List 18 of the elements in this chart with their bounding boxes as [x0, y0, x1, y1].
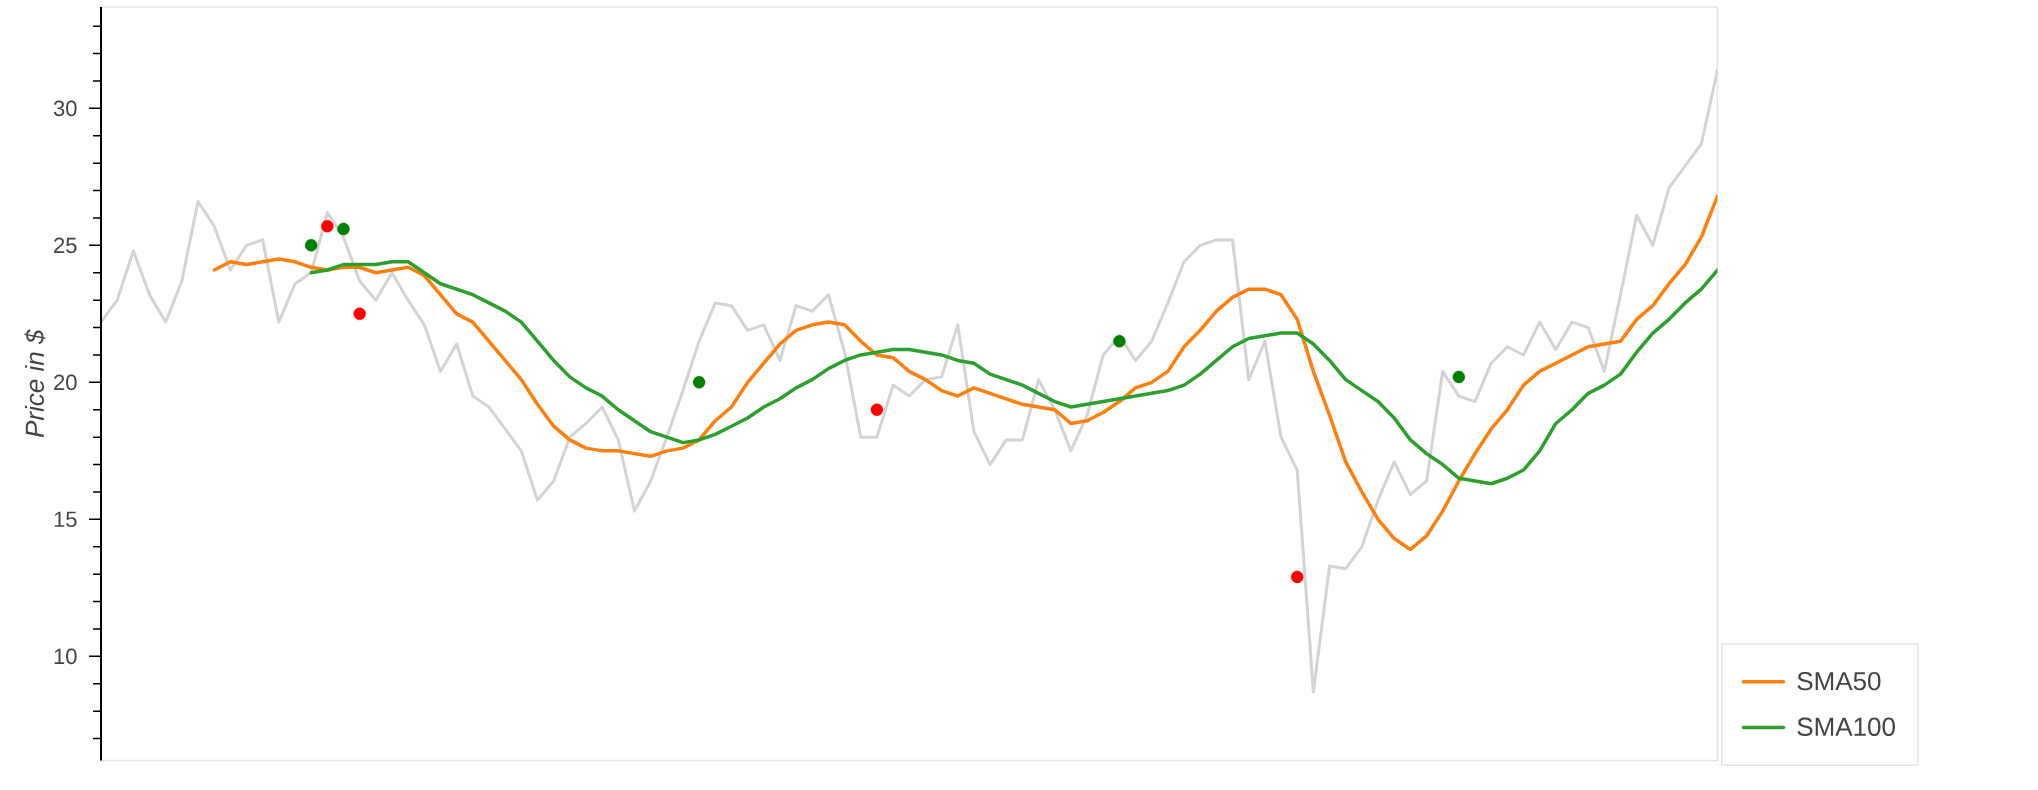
- point: [1452, 370, 1466, 384]
- y-tick-label: 10: [54, 648, 77, 665]
- line-series: [101, 68, 1718, 694]
- legend-label: SMA50: [1797, 671, 1881, 691]
- point: [321, 219, 334, 233]
- y-tick-label: 15: [54, 511, 77, 528]
- point: [337, 222, 350, 236]
- y-tick-label: 25: [54, 237, 77, 254]
- point: [870, 403, 884, 416]
- y-tick-label: 30: [53, 100, 77, 117]
- point: [692, 376, 706, 389]
- point: [1113, 335, 1126, 348]
- point: [304, 239, 318, 252]
- point: [1291, 570, 1304, 584]
- legend-label: SMA100: [1797, 717, 1895, 736]
- point: [353, 307, 366, 321]
- y-tick-label: 20: [54, 374, 77, 391]
- y-axis-title: Price in $: [24, 329, 46, 438]
